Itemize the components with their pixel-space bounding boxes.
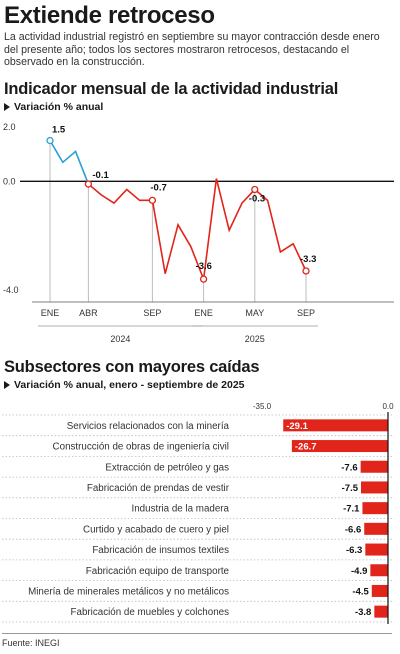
bar — [291, 440, 388, 453]
y-tick-label: 0.0 — [3, 176, 16, 186]
bar — [371, 584, 388, 597]
series-line-red — [87, 178, 307, 280]
data-label: -3.3 — [300, 254, 316, 265]
category-label: Fabricación de prendas de vestir — [87, 483, 230, 494]
x-tick-label: SEP — [297, 308, 315, 318]
data-label: -0.3 — [249, 193, 265, 204]
bar-chart-title: Subsectores con mayores caídas — [4, 358, 260, 376]
value-label: -29.1 — [286, 421, 308, 432]
bar-chart-unit: Variación % anual, enero - septiembre de… — [4, 379, 245, 391]
category-label: Minería de minerales metálicos y no metá… — [28, 586, 229, 597]
category-label: Construcción de obras de ingeniería civi… — [53, 442, 229, 453]
page-subtitle: La actividad industrial registró en sept… — [4, 31, 380, 69]
category-label: Servicios relacionados con la minería — [67, 421, 230, 432]
footer-divider — [2, 633, 392, 634]
value-label: -7.5 — [342, 483, 359, 494]
year-label: 2024 — [110, 334, 130, 344]
data-label: 1.5 — [52, 125, 66, 136]
y-tick-label: 2.0 — [3, 122, 16, 132]
data-point-marker — [46, 136, 54, 145]
bar — [362, 502, 388, 515]
x-tick-label: ENE — [194, 308, 213, 318]
bar — [283, 419, 388, 432]
value-label: -7.1 — [343, 504, 360, 515]
line-chart-unit-label: Variación % anual — [14, 101, 104, 113]
bar — [361, 481, 388, 494]
data-label: -3.6 — [196, 261, 212, 272]
category-label: Curtido y acabado de cuero y piel — [83, 524, 229, 535]
category-label: Fabricación de muebles y colchones — [71, 607, 230, 618]
data-label: -0.1 — [92, 170, 109, 181]
page-title: Extiende retroceso — [4, 2, 215, 29]
value-label: -6.6 — [345, 524, 361, 535]
value-label: -3.8 — [355, 607, 371, 618]
bullet-arrow-icon — [4, 381, 10, 389]
bar — [374, 605, 388, 618]
data-point-marker — [148, 196, 157, 205]
data-point-marker — [199, 275, 208, 283]
data-point-marker — [302, 267, 310, 275]
bar — [364, 522, 388, 535]
value-label: -6.3 — [346, 545, 362, 556]
bar-chart-unit-label: Variación % anual, enero - septiembre de… — [14, 379, 245, 391]
series-line-blue — [49, 140, 90, 185]
bar — [360, 460, 388, 473]
line-chart-title: Indicador mensual de la actividad indust… — [4, 80, 339, 98]
source-note: Fuente: INEGI — [2, 638, 60, 648]
line-chart: 2.0 0.0 -4.0 ENE ABR SEP ENE MAY SEP 2024 2025 1.5 -… — [3, 122, 394, 344]
y-tick-label: -4.0 — [3, 285, 19, 295]
category-label: Fabricación de insumos textiles — [92, 545, 229, 556]
category-label: Fabricación equipo de transporte — [86, 566, 230, 577]
value-label: -4.9 — [351, 566, 367, 577]
value-label: -7.6 — [341, 462, 357, 473]
data-label: -0.7 — [150, 182, 166, 193]
x-tick-label: 0.0 — [382, 402, 394, 411]
year-label: 2025 — [245, 334, 265, 344]
x-tick-label: ABR — [79, 308, 98, 318]
bar — [365, 543, 388, 556]
bar — [370, 564, 388, 577]
category-label: Industria de la madera — [132, 504, 230, 515]
x-tick-label: SEP — [143, 308, 161, 318]
bullet-arrow-icon — [4, 103, 10, 111]
data-point-marker — [251, 185, 259, 194]
x-tick-label: -35.0 — [253, 402, 272, 411]
line-chart-unit: Variación % anual — [4, 101, 103, 113]
x-tick-label: MAY — [245, 308, 264, 318]
category-label: Extracción de petróleo y gas — [105, 462, 229, 473]
value-label: -26.7 — [295, 442, 317, 453]
data-point-marker — [84, 180, 93, 188]
x-tick-label: ENE — [41, 308, 60, 318]
value-label: -4.5 — [352, 586, 369, 597]
